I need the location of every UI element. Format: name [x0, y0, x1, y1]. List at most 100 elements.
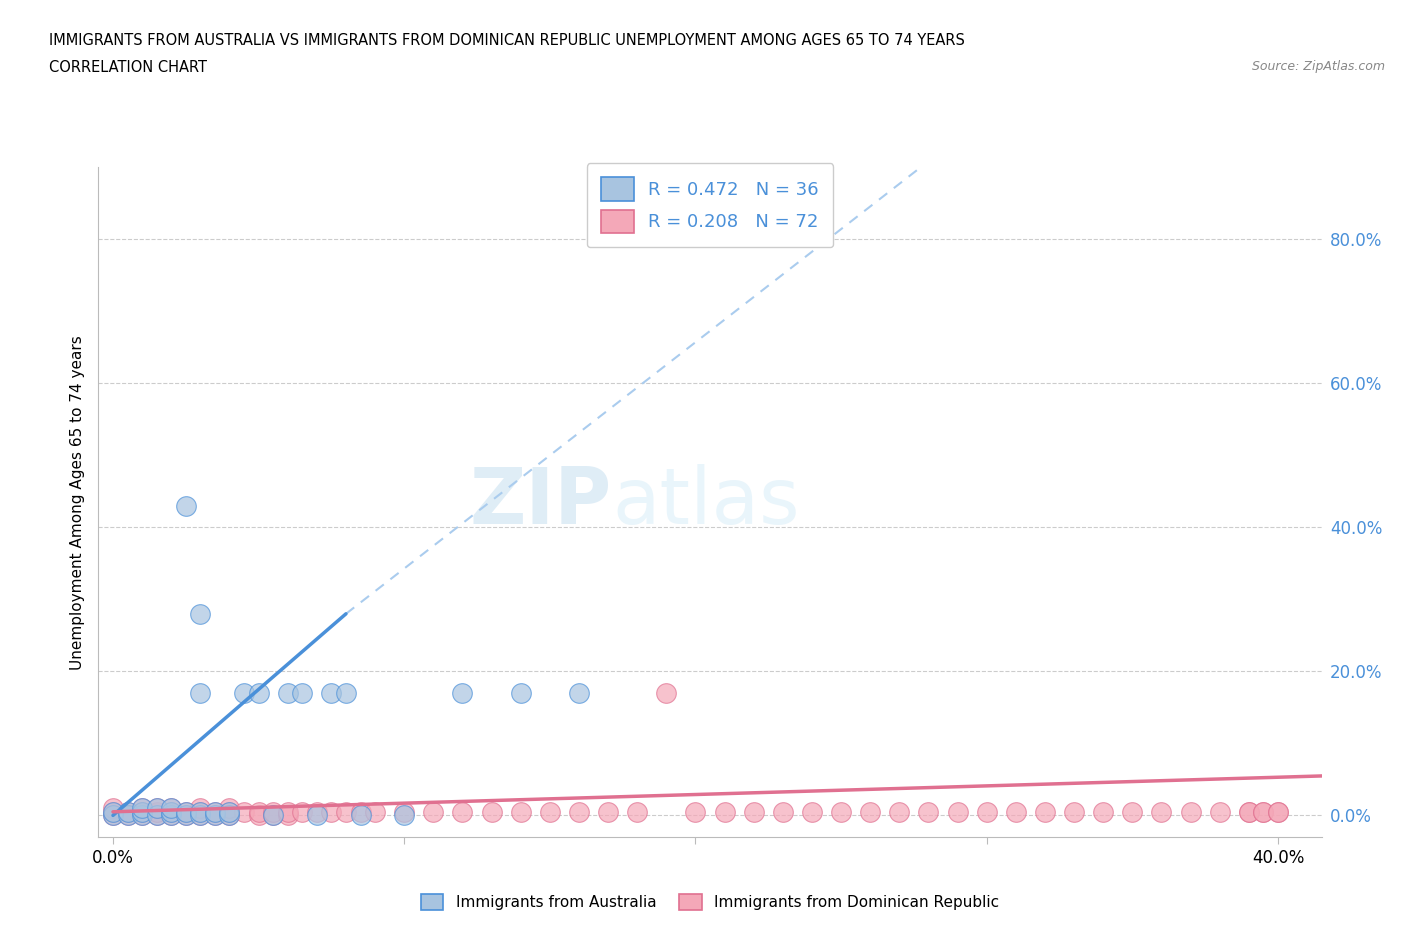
Point	[218, 808, 240, 823]
Point	[188, 804, 212, 819]
Point	[1063, 804, 1085, 819]
Point	[145, 808, 167, 823]
Point	[117, 804, 139, 819]
Point	[174, 804, 197, 819]
Point	[349, 808, 371, 823]
Point	[188, 808, 212, 823]
Point	[160, 804, 183, 819]
Point	[117, 808, 139, 823]
Point	[247, 685, 270, 700]
Point	[188, 606, 212, 621]
Point	[174, 498, 197, 513]
Point	[204, 804, 226, 819]
Text: IMMIGRANTS FROM AUSTRALIA VS IMMIGRANTS FROM DOMINICAN REPUBLIC UNEMPLOYMENT AMO: IMMIGRANTS FROM AUSTRALIA VS IMMIGRANTS …	[49, 33, 965, 47]
Point	[568, 804, 591, 819]
Point	[145, 808, 167, 823]
Point	[117, 808, 139, 823]
Point	[1267, 804, 1289, 819]
Text: atlas: atlas	[612, 464, 800, 540]
Point	[174, 804, 197, 819]
Point	[204, 804, 226, 819]
Point	[131, 801, 153, 816]
Legend: Immigrants from Australia, Immigrants from Dominican Republic: Immigrants from Australia, Immigrants fr…	[415, 888, 1005, 916]
Point	[889, 804, 911, 819]
Point	[1121, 804, 1143, 819]
Point	[713, 804, 735, 819]
Point	[174, 808, 197, 823]
Point	[1208, 804, 1232, 819]
Point	[247, 808, 270, 823]
Point	[509, 685, 531, 700]
Point	[321, 685, 343, 700]
Point	[131, 804, 153, 819]
Point	[233, 804, 256, 819]
Point	[160, 808, 183, 823]
Point	[188, 804, 212, 819]
Point	[321, 804, 343, 819]
Point	[277, 808, 299, 823]
Point	[1150, 804, 1173, 819]
Point	[218, 804, 240, 819]
Point	[1253, 804, 1275, 819]
Point	[131, 801, 153, 816]
Point	[742, 804, 765, 819]
Point	[1004, 804, 1026, 819]
Point	[830, 804, 852, 819]
Point	[218, 808, 240, 823]
Point	[188, 808, 212, 823]
Point	[174, 808, 197, 823]
Point	[451, 804, 474, 819]
Point	[145, 801, 167, 816]
Point	[247, 804, 270, 819]
Point	[277, 804, 299, 819]
Point	[291, 804, 314, 819]
Point	[801, 804, 824, 819]
Point	[364, 804, 387, 819]
Point	[101, 808, 124, 823]
Point	[598, 804, 620, 819]
Point	[131, 808, 153, 823]
Point	[626, 804, 648, 819]
Point	[160, 801, 183, 816]
Point	[772, 804, 794, 819]
Point	[218, 804, 240, 819]
Point	[538, 804, 561, 819]
Point	[262, 804, 284, 819]
Point	[131, 808, 153, 823]
Point	[451, 685, 474, 700]
Point	[335, 804, 357, 819]
Text: ZIP: ZIP	[470, 464, 612, 540]
Point	[568, 685, 591, 700]
Point	[946, 804, 969, 819]
Point	[1180, 804, 1202, 819]
Point	[262, 808, 284, 823]
Point	[204, 808, 226, 823]
Text: Source: ZipAtlas.com: Source: ZipAtlas.com	[1251, 60, 1385, 73]
Point	[160, 804, 183, 819]
Point	[685, 804, 707, 819]
Point	[131, 804, 153, 819]
Point	[101, 801, 124, 816]
Point	[509, 804, 531, 819]
Text: CORRELATION CHART: CORRELATION CHART	[49, 60, 207, 75]
Point	[349, 804, 371, 819]
Point	[233, 685, 256, 700]
Point	[117, 804, 139, 819]
Point	[1237, 804, 1260, 819]
Y-axis label: Unemployment Among Ages 65 to 74 years: Unemployment Among Ages 65 to 74 years	[69, 335, 84, 670]
Point	[859, 804, 882, 819]
Point	[145, 804, 167, 819]
Point	[145, 801, 167, 816]
Point	[101, 808, 124, 823]
Point	[422, 804, 444, 819]
Point	[160, 801, 183, 816]
Point	[204, 808, 226, 823]
Point	[917, 804, 939, 819]
Point	[291, 685, 314, 700]
Point	[976, 804, 998, 819]
Point	[1092, 804, 1115, 819]
Point	[101, 804, 124, 819]
Point	[1253, 804, 1275, 819]
Point	[481, 804, 503, 819]
Point	[394, 808, 416, 823]
